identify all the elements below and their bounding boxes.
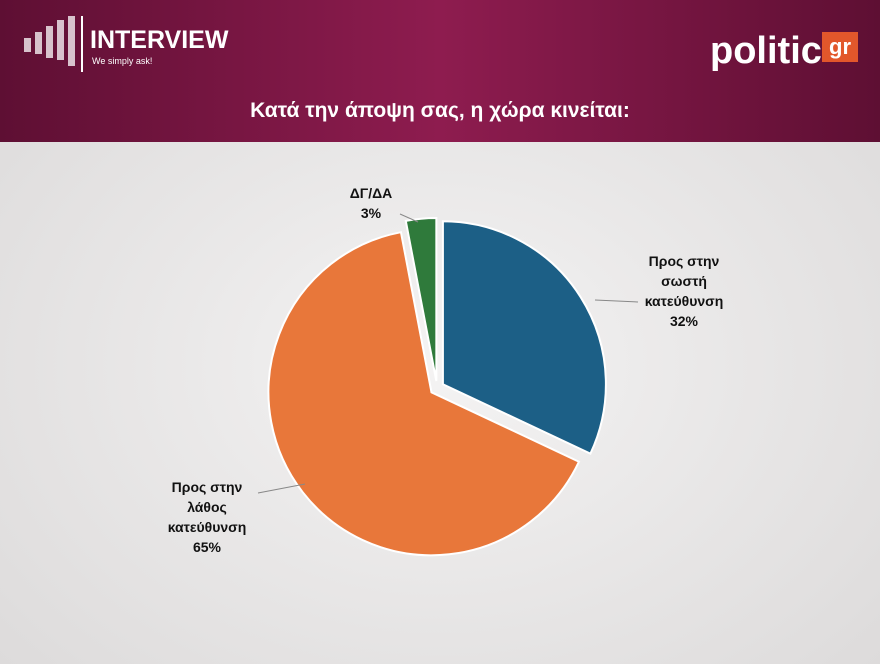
category-line: κατεύθυνση: [168, 519, 247, 535]
category-line: Προς στην: [649, 253, 720, 269]
pie-slice: [441, 220, 607, 455]
slice-label: 3%: [361, 205, 382, 221]
slice-category: ΔΓ/ΔΑ: [350, 185, 393, 201]
chart-title: Κατά την άποψη σας, η χώρα κινείται:: [250, 99, 630, 122]
logo-bars: [24, 16, 75, 66]
pie-slice: [404, 217, 438, 382]
category-line: σωστή: [661, 273, 707, 289]
category-line: λάθος: [187, 499, 227, 515]
tagline: We simply ask!: [92, 56, 152, 66]
site-badge: [822, 32, 858, 62]
site-suffix: gr: [829, 34, 851, 59]
slice-category: Προς στην λάθος κατεύθυνση: [168, 479, 247, 535]
category-line: ΔΓ/ΔΑ: [350, 185, 393, 201]
pie-slice: [267, 231, 581, 557]
category-line: κατεύθυνση: [645, 293, 724, 309]
brand: INTERVIEW: [90, 26, 229, 54]
slice-label: 32%: [670, 313, 699, 329]
slice-category: Προς στην σωστή κατεύθυνση: [645, 253, 724, 309]
leader-line: [594, 299, 639, 303]
category-line: Προς στην: [172, 479, 243, 495]
leader-line: [399, 213, 419, 223]
leader-line: [257, 483, 306, 494]
slice-label: 65%: [193, 539, 222, 555]
header-band: [0, 0, 880, 142]
site-logo: politic: [710, 30, 822, 72]
